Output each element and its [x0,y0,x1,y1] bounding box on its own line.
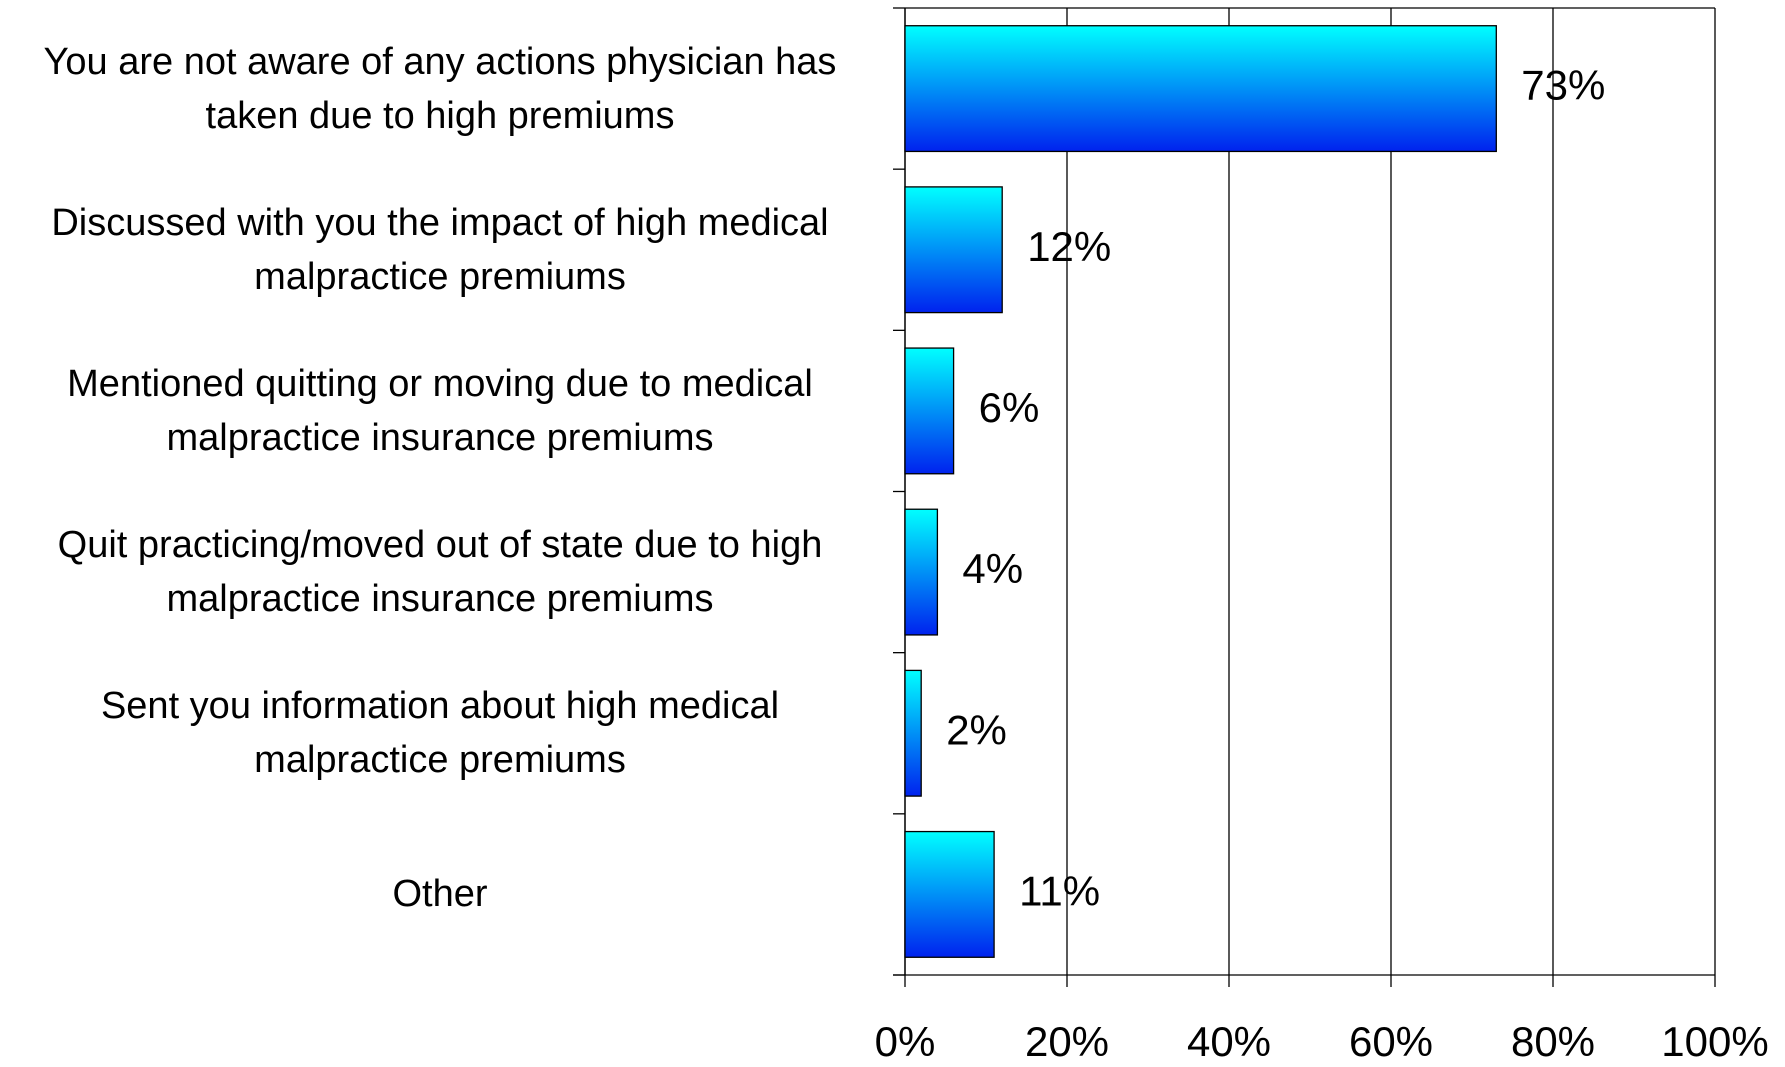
x-tick-label: 100% [1661,1018,1768,1065]
x-tick-label: 60% [1349,1018,1433,1065]
value-label: 6% [979,384,1040,431]
value-label: 4% [962,545,1023,592]
value-label: 73% [1521,62,1605,109]
x-tick-label: 80% [1511,1018,1595,1065]
category-label: Other [392,873,488,916]
bar [904,669,922,797]
x-tick-label: 40% [1187,1018,1271,1065]
category-label: Quit practicing/moved out of state due t… [57,524,823,621]
value-label: 11% [1019,868,1100,915]
bar [904,25,1497,153]
category-label: Mentioned quitting or moving due to medi… [67,362,813,459]
bar [904,347,955,475]
x-tick-label: 20% [1025,1018,1109,1065]
x-tick-label: 0% [875,1018,936,1065]
value-label: 2% [946,706,1007,753]
category-label: You are not aware of any actions physici… [43,40,837,137]
bar [904,508,939,636]
bar [904,186,1003,314]
bar [904,830,995,958]
category-label: Sent you information about high medical … [100,685,780,782]
value-label: 12% [1027,223,1111,270]
category-label: Discussed with you the impact of high me… [51,201,829,298]
